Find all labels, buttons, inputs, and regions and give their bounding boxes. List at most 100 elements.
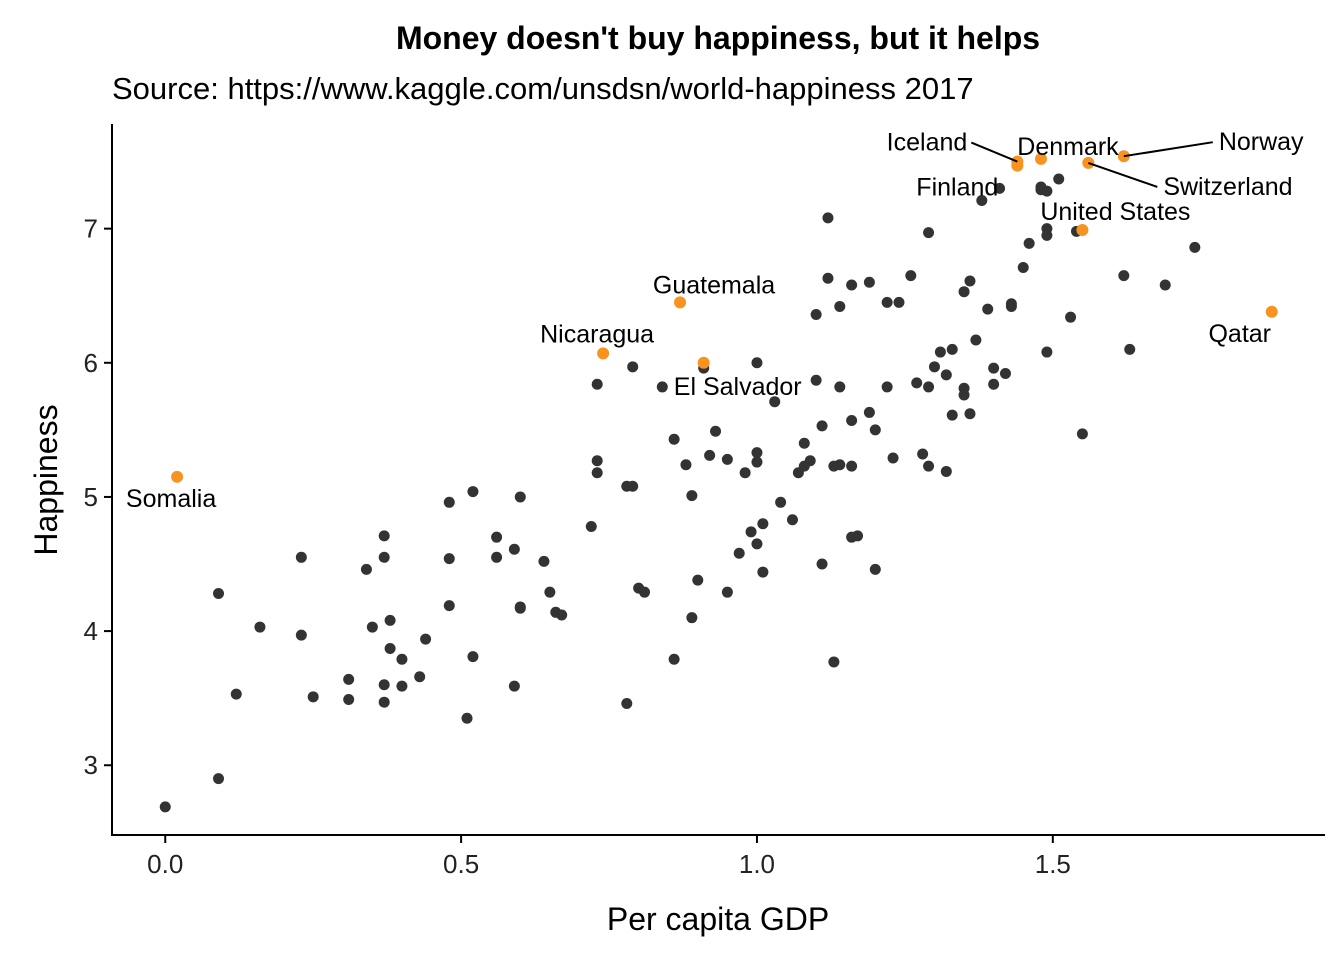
data-point [881, 296, 893, 308]
data-point [822, 212, 834, 224]
data-point [958, 382, 970, 394]
point-label: Nicaragua [540, 320, 654, 348]
data-point [757, 566, 769, 578]
data-point [366, 621, 378, 633]
data-point [414, 671, 426, 683]
data-point [946, 343, 958, 355]
data-point [721, 586, 733, 598]
point-label: Guatemala [653, 271, 775, 299]
data-point [964, 275, 976, 287]
data-point [1189, 241, 1201, 253]
data-point [751, 357, 763, 369]
data-point [467, 651, 479, 663]
data-point [739, 467, 751, 479]
data-point [230, 688, 242, 700]
point-label: El Salvador [674, 373, 802, 401]
y-tick-label: 6 [84, 348, 98, 378]
data-point [1041, 229, 1053, 241]
highlighted-point [1265, 305, 1278, 318]
data-point [343, 694, 355, 706]
data-point [852, 530, 864, 542]
data-point [307, 691, 319, 703]
point-label: Finland [916, 174, 998, 202]
data-points [159, 150, 1278, 813]
data-point [988, 362, 1000, 374]
x-tick-label: 0.0 [147, 849, 183, 879]
highlighted-point [1034, 152, 1047, 165]
data-point [923, 381, 935, 393]
y-axis-ticks: 3 4 5 6 7 [84, 214, 112, 780]
data-point [627, 480, 639, 492]
data-point [295, 629, 307, 641]
data-point [733, 547, 745, 559]
data-point [591, 455, 603, 467]
data-point [863, 406, 875, 418]
point-labels: Somalia Nicaragua Guatemala El Salvador Icel… [126, 128, 1304, 513]
point-label: Denmark [1017, 133, 1119, 161]
label-leader-line [1123, 141, 1213, 158]
data-point [508, 543, 520, 555]
data-point [834, 459, 846, 471]
data-point [881, 381, 893, 393]
data-point [378, 679, 390, 691]
data-point [159, 801, 171, 813]
data-point [1124, 343, 1136, 355]
data-point [627, 361, 639, 373]
y-axis-title: Happiness [28, 404, 64, 555]
data-point [745, 526, 757, 538]
x-axis-title: Per capita GDP [607, 901, 829, 937]
data-point [1005, 300, 1017, 312]
data-point [1159, 279, 1171, 291]
data-point [686, 490, 698, 502]
highlighted-point [1076, 223, 1089, 236]
label-leader-line [1087, 161, 1158, 188]
point-label: Switzerland [1163, 173, 1292, 201]
data-point [378, 551, 390, 563]
y-tick-label: 5 [84, 482, 98, 512]
data-point [514, 491, 526, 503]
data-point [538, 555, 550, 567]
data-point [887, 452, 899, 464]
data-point [1041, 185, 1053, 197]
data-point [420, 633, 432, 645]
data-point [769, 396, 781, 408]
data-point [396, 680, 408, 692]
data-point [810, 374, 822, 386]
data-point [213, 773, 225, 785]
data-point [911, 377, 923, 389]
data-point [940, 465, 952, 477]
data-point [804, 455, 816, 467]
data-point [828, 656, 840, 668]
data-point [1041, 346, 1053, 358]
data-point [775, 496, 787, 508]
y-tick-label: 3 [84, 750, 98, 780]
data-point [822, 272, 834, 284]
data-point [668, 433, 680, 445]
data-point [461, 712, 473, 724]
data-point [834, 381, 846, 393]
data-point [254, 621, 266, 633]
data-point [1118, 270, 1130, 282]
point-label: Qatar [1208, 320, 1271, 348]
data-point [378, 696, 390, 708]
data-point [946, 409, 958, 421]
data-point [692, 574, 704, 586]
data-point [491, 531, 503, 543]
data-point [816, 420, 828, 432]
data-point [585, 520, 597, 532]
data-point [834, 300, 846, 312]
highlighted-point [1011, 159, 1024, 172]
data-point [917, 448, 929, 460]
data-point [704, 449, 716, 461]
data-point [999, 368, 1011, 380]
data-point [544, 586, 556, 598]
data-point [869, 563, 881, 575]
data-point [343, 673, 355, 685]
data-point [1065, 311, 1077, 323]
label-leader-line [970, 141, 1018, 163]
data-point [869, 424, 881, 436]
data-point [591, 467, 603, 479]
data-point [443, 496, 455, 508]
x-axis-ticks: 0.0 0.5 1.0 1.5 [147, 835, 1071, 879]
data-point [816, 558, 828, 570]
